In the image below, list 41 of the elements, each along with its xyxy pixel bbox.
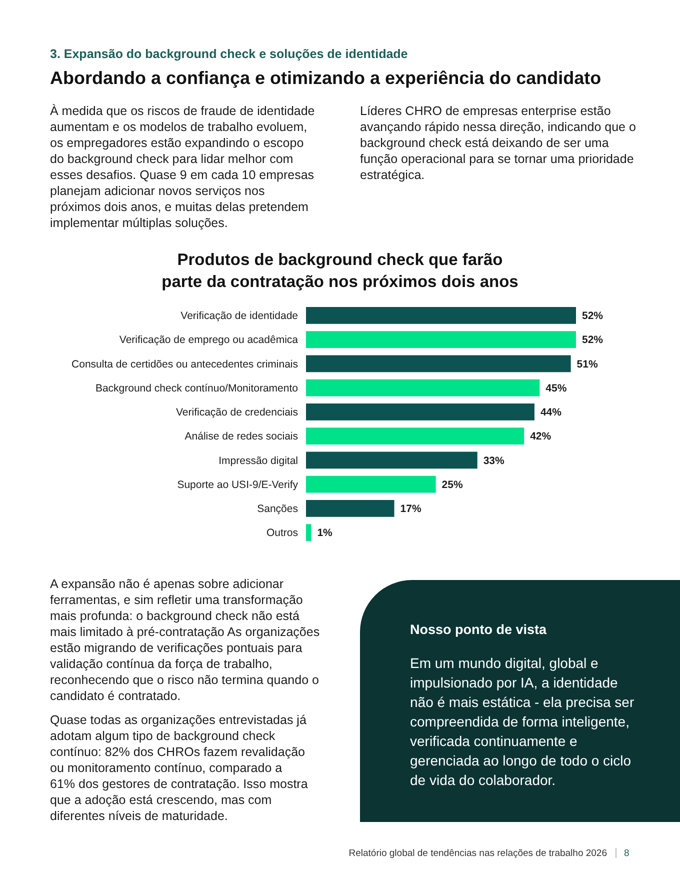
text: Quase todas as organizações entrevistadas já adotam algum tipo de background check contínuo: 82% dos CHROs fazem revalidação ou monitoramento contínuo, comparado a 61% dos gestores de contratação. Isso mostra que a adoção está crescendo, mas com diferentes níveis de maturidade.	[50, 713, 308, 823]
text: 3. Expansão do background check e soluções de identidade	[50, 47, 408, 61]
data-label: 25%	[442, 478, 464, 491]
bar	[306, 428, 524, 445]
y-tick-label: Verificação de emprego ou acadêmica	[119, 334, 298, 346]
bar	[306, 476, 436, 493]
bar	[306, 355, 571, 372]
data-label: 52%	[582, 310, 604, 322]
data-label: 17%	[400, 503, 422, 516]
y-tick-label: Background check contínuo/Monitoramento	[95, 382, 298, 394]
y-tick-label: Suporte ao USI-9/E-Verify	[177, 478, 299, 491]
text: Líderes CHRO de empresas enterprise estão avançando rápido nessa direção, indicando que o background check está deixando de ser uma função operacional para se tornar uma prioridade estratégica.	[360, 104, 636, 182]
y-tick-label: Sanções	[257, 503, 298, 516]
bar	[306, 524, 312, 541]
text: Abordando a confiança e otimizando a experiência do candidato	[50, 68, 602, 88]
text: 8	[624, 848, 630, 859]
data-label: 42%	[530, 430, 552, 443]
data-label: 1%	[317, 527, 334, 540]
chart-title: Produtos de background check que farão parte da contratação nos próximos dois anos	[162, 251, 518, 291]
data-label: 45%	[546, 382, 568, 394]
bar	[306, 500, 394, 517]
text: À medida que os riscos de fraude de identidade aumentam e os modelos de trabalho evoluem, os empregadores estão expandindo o escopo do background check para lidar melhor com esses desafios. Quase 9 em cada 10 empresas planejam adicionar novos serviços nos próximos dois anos, e muitas delas pretendem implementar múltiplas soluções.	[50, 104, 315, 230]
text: A expansão não é apenas sobre adicionar ferramentas, e sim refletir uma transformação mais profunda: o background check não está mais limitado à pré-contratação As organizações estão migrando de verificações pontuais para validação contínua da força de trabalho, reconhecendo que o risco não termina quando o candidato é contratado.	[50, 577, 320, 703]
data-label: 44%	[540, 406, 562, 419]
y-tick-label: Análise de redes sociais	[184, 430, 298, 443]
bar	[306, 307, 576, 324]
bar	[306, 379, 540, 396]
y-tick-label: Outros	[266, 527, 298, 540]
y-tick-label: Verificação de identidade	[180, 310, 298, 322]
y-tick-label: Impressão digital	[218, 454, 298, 467]
text: Em um mundo digital, global e impulsionado por IA, a identidade não é mais estática - ela precisa ser compreendida de forma inteligente, verificada continuamente e gerenciada ao longo de todo o ciclo de vida do colaborador.	[410, 655, 634, 788]
y-tick-label: Consulta de certidões ou antecedentes criminais	[72, 358, 298, 370]
text: Relatório global de tendências nas relações de trabalho 2026	[348, 848, 607, 859]
bar	[306, 403, 534, 420]
text: Nosso ponto de vista	[410, 622, 548, 637]
bar	[306, 452, 478, 469]
data-label: 51%	[576, 358, 598, 370]
y-tick-label: Verificação de credenciais	[176, 406, 298, 419]
bar	[306, 331, 576, 348]
data-label: 52%	[582, 334, 604, 346]
data-label: 33%	[483, 454, 506, 467]
